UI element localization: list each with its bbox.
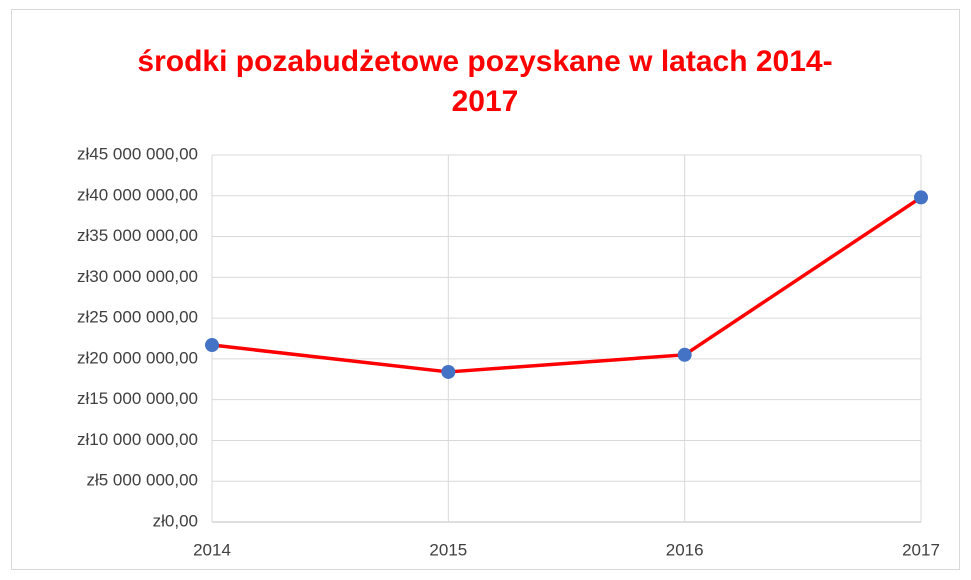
chart-title: środki pozabudżetowe pozyskane w latach … — [137, 45, 833, 118]
y-tick-label: zł35 000 000,00 — [77, 226, 198, 245]
y-tick-label: zł0,00 — [153, 511, 198, 530]
data-point — [205, 338, 219, 353]
y-tick-label: zł20 000 000,00 — [77, 348, 198, 367]
y-tick-label: zł5 000 000,00 — [86, 471, 198, 490]
data-point — [441, 364, 456, 379]
y-tick-label: zł45 000 000,00 — [77, 144, 198, 163]
x-tick-label: 2016 — [666, 540, 704, 559]
y-tick-label: zł25 000 000,00 — [77, 308, 198, 327]
x-tick-label: 2017 — [902, 540, 940, 559]
line-series — [211, 195, 922, 374]
y-tick-label: zł30 000 000,00 — [77, 267, 198, 286]
y-tick-label: zł10 000 000,00 — [77, 430, 198, 449]
x-tick-label: 2015 — [429, 540, 467, 559]
data-point — [677, 347, 692, 362]
data-point — [914, 190, 928, 205]
y-tick-label: zł40 000 000,00 — [77, 185, 198, 204]
chart-border — [11, 9, 960, 570]
y-tick-label: zł15 000 000,00 — [77, 389, 198, 408]
x-tick-label: 2014 — [193, 540, 231, 559]
